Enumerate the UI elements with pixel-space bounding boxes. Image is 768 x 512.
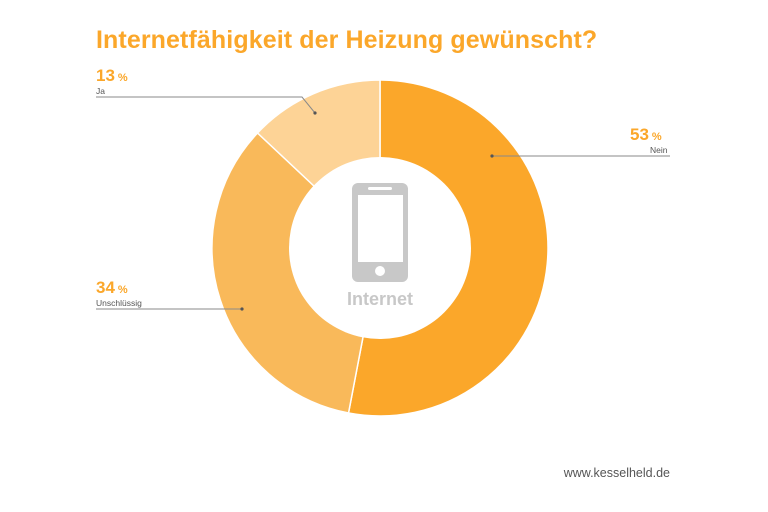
smartphone-icon xyxy=(352,183,408,282)
category-label-ja: Ja xyxy=(96,86,105,96)
category-label-unschluessig: Unschlüssig xyxy=(96,298,142,308)
value-unit: % xyxy=(117,72,128,84)
leader-dot-unschluessig xyxy=(240,307,244,311)
value-label-ja: 13% xyxy=(96,66,128,86)
value-number: 53 xyxy=(630,125,649,144)
leader-lines xyxy=(96,96,670,310)
chart-title: Internetfähigkeit der Heizung gewünscht? xyxy=(96,26,598,54)
value-label-nein: 53% xyxy=(630,125,662,145)
value-number: 34 xyxy=(96,278,115,297)
leader-dots xyxy=(240,111,494,311)
value-number: 13 xyxy=(96,66,115,85)
source-url: www.kesselheld.de xyxy=(563,466,670,480)
category-label-nein: Nein xyxy=(650,145,668,155)
leader-line-ja xyxy=(96,96,316,114)
value-label-unschluessig: 34% xyxy=(96,278,128,298)
center-label: Internet xyxy=(346,289,413,309)
leader-dot-nein xyxy=(490,154,494,158)
value-unit: % xyxy=(117,284,128,296)
leader-dot-ja xyxy=(313,111,317,115)
value-unit: % xyxy=(651,131,662,143)
